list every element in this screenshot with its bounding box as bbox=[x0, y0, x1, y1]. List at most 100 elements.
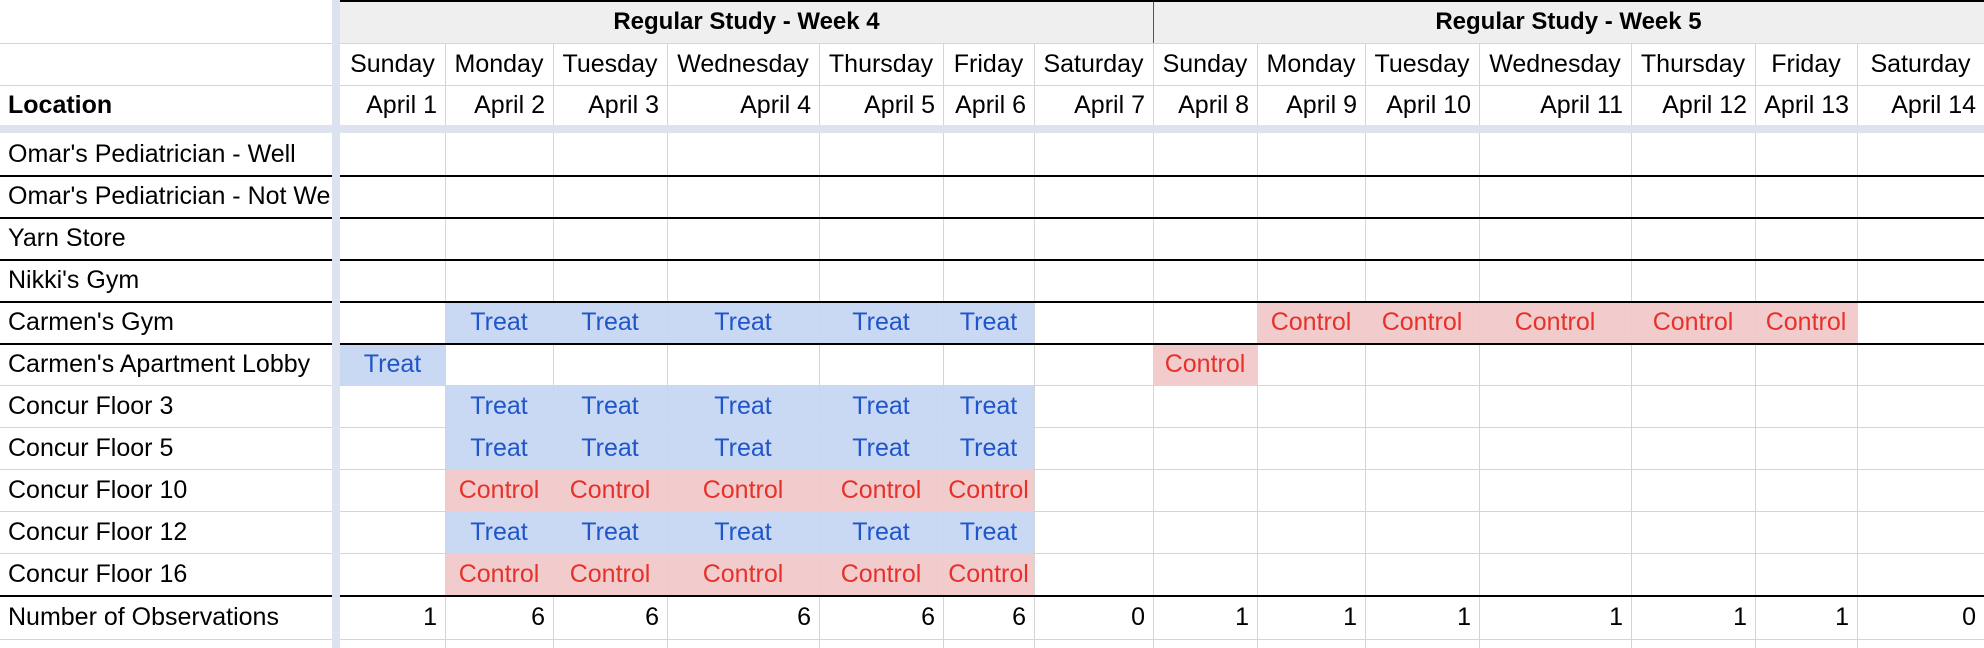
grid-cell[interactable] bbox=[1365, 133, 1479, 175]
grid-cell[interactable] bbox=[445, 259, 553, 301]
grid-cell[interactable] bbox=[667, 217, 819, 259]
grid-cell[interactable]: Treat bbox=[667, 427, 819, 469]
observation-count-cell[interactable]: 1 bbox=[423, 602, 437, 631]
grid-cell[interactable] bbox=[340, 385, 445, 427]
grid-cell[interactable] bbox=[445, 343, 553, 385]
grid-cell[interactable] bbox=[819, 133, 943, 175]
grid-cell[interactable]: Control bbox=[1631, 301, 1755, 343]
grid-cell[interactable] bbox=[1257, 175, 1365, 217]
grid-cell[interactable] bbox=[1034, 469, 1153, 511]
grid-cell[interactable] bbox=[1034, 217, 1153, 259]
grid-cell[interactable] bbox=[1631, 553, 1755, 595]
date-header[interactable]: April 11 bbox=[1540, 90, 1623, 119]
day-of-week-header[interactable]: Thursday bbox=[828, 49, 934, 78]
location-label[interactable]: Concur Floor 3 bbox=[8, 391, 174, 420]
grid-cell[interactable] bbox=[1755, 553, 1857, 595]
day-of-week-header[interactable]: Tuesday bbox=[1374, 49, 1470, 78]
grid-cell[interactable]: Control bbox=[667, 553, 819, 595]
grid-cell[interactable] bbox=[553, 217, 667, 259]
grid-cell[interactable] bbox=[667, 259, 819, 301]
location-label[interactable]: Yarn Store bbox=[8, 223, 126, 252]
observation-count-cell[interactable]: 6 bbox=[921, 602, 935, 631]
grid-cell[interactable] bbox=[1755, 343, 1857, 385]
frozen-column-divider[interactable] bbox=[332, 0, 340, 648]
grid-cell[interactable] bbox=[819, 217, 943, 259]
grid-cell[interactable] bbox=[1153, 217, 1257, 259]
grid-cell[interactable] bbox=[1257, 385, 1365, 427]
grid-cell[interactable] bbox=[1153, 511, 1257, 553]
grid-cell[interactable] bbox=[1857, 427, 1984, 469]
grid-cell[interactable] bbox=[553, 259, 667, 301]
grid-cell[interactable] bbox=[1034, 133, 1153, 175]
observation-count-cell[interactable]: 0 bbox=[1131, 602, 1145, 631]
grid-cell[interactable] bbox=[1365, 469, 1479, 511]
location-label[interactable]: Concur Floor 5 bbox=[8, 433, 174, 462]
grid-cell[interactable] bbox=[1631, 217, 1755, 259]
grid-cell[interactable]: Treat bbox=[667, 301, 819, 343]
grid-cell[interactable]: Treat bbox=[943, 511, 1034, 553]
day-of-week-header[interactable]: Friday bbox=[953, 49, 1024, 78]
grid-cell[interactable] bbox=[340, 175, 445, 217]
grid-cell[interactable] bbox=[1153, 259, 1257, 301]
observation-count-cell[interactable]: 0 bbox=[1962, 602, 1976, 631]
grid-cell[interactable]: Control bbox=[553, 553, 667, 595]
grid-cell[interactable] bbox=[445, 175, 553, 217]
grid-cell[interactable] bbox=[445, 133, 553, 175]
grid-cell[interactable] bbox=[1755, 217, 1857, 259]
grid-cell[interactable]: Treat bbox=[819, 511, 943, 553]
grid-cell[interactable] bbox=[1153, 469, 1257, 511]
day-of-week-header[interactable]: Sunday bbox=[350, 49, 435, 78]
grid-cell[interactable]: Treat bbox=[445, 385, 553, 427]
grid-cell[interactable] bbox=[1479, 133, 1631, 175]
day-of-week-header[interactable]: Saturday bbox=[1870, 49, 1971, 78]
day-of-week-header[interactable]: Saturday bbox=[1043, 49, 1144, 78]
observation-count-cell[interactable]: 1 bbox=[1609, 602, 1623, 631]
grid-cell[interactable] bbox=[1257, 427, 1365, 469]
grid-cell[interactable] bbox=[1034, 301, 1153, 343]
grid-cell[interactable] bbox=[943, 175, 1034, 217]
grid-cell[interactable] bbox=[1153, 553, 1257, 595]
location-label[interactable]: Carmen's Apartment Lobby bbox=[8, 349, 311, 378]
grid-cell[interactable] bbox=[1365, 553, 1479, 595]
grid-cell[interactable] bbox=[1857, 343, 1984, 385]
location-label[interactable]: Nikki's Gym bbox=[8, 265, 140, 294]
grid-cell[interactable] bbox=[667, 133, 819, 175]
location-column-header[interactable]: Location bbox=[8, 90, 113, 119]
grid-cell[interactable]: Control bbox=[445, 469, 553, 511]
date-header[interactable]: April 2 bbox=[474, 90, 545, 119]
grid-cell[interactable]: Treat bbox=[340, 343, 445, 385]
location-label[interactable]: Omar's Pediatrician - Well bbox=[8, 139, 296, 168]
observation-count-cell[interactable]: 6 bbox=[1012, 602, 1026, 631]
grid-cell[interactable]: Treat bbox=[819, 427, 943, 469]
date-header[interactable]: April 5 bbox=[864, 90, 935, 119]
grid-cell[interactable] bbox=[819, 259, 943, 301]
grid-cell[interactable] bbox=[1479, 175, 1631, 217]
grid-cell[interactable] bbox=[1479, 259, 1631, 301]
grid-cell[interactable] bbox=[1755, 175, 1857, 217]
grid-cell[interactable] bbox=[1631, 259, 1755, 301]
grid-cell[interactable] bbox=[553, 133, 667, 175]
grid-cell[interactable]: Control bbox=[667, 469, 819, 511]
grid-cell[interactable] bbox=[1153, 175, 1257, 217]
grid-cell[interactable]: Treat bbox=[667, 385, 819, 427]
grid-cell[interactable] bbox=[1631, 469, 1755, 511]
grid-cell[interactable] bbox=[1755, 133, 1857, 175]
grid-cell[interactable] bbox=[1755, 511, 1857, 553]
grid-cell[interactable] bbox=[1034, 343, 1153, 385]
grid-cell[interactable] bbox=[1857, 133, 1984, 175]
location-label[interactable]: Concur Floor 12 bbox=[8, 517, 188, 546]
grid-cell[interactable] bbox=[340, 553, 445, 595]
grid-cell[interactable] bbox=[1755, 469, 1857, 511]
grid-cell[interactable] bbox=[943, 259, 1034, 301]
grid-cell[interactable] bbox=[1479, 427, 1631, 469]
grid-cell[interactable]: Treat bbox=[943, 301, 1034, 343]
grid-cell[interactable] bbox=[1153, 385, 1257, 427]
grid-cell[interactable] bbox=[1034, 511, 1153, 553]
location-label[interactable]: Concur Floor 10 bbox=[8, 475, 188, 504]
location-label[interactable]: Omar's Pediatrician - Not We bbox=[8, 181, 331, 210]
observation-count-cell[interactable]: 1 bbox=[1457, 602, 1471, 631]
day-of-week-header[interactable]: Wednesday bbox=[677, 49, 809, 78]
day-of-week-header[interactable]: Sunday bbox=[1162, 49, 1248, 78]
date-header[interactable]: April 14 bbox=[1891, 90, 1976, 119]
totals-label[interactable]: Number of Observations bbox=[8, 602, 279, 631]
